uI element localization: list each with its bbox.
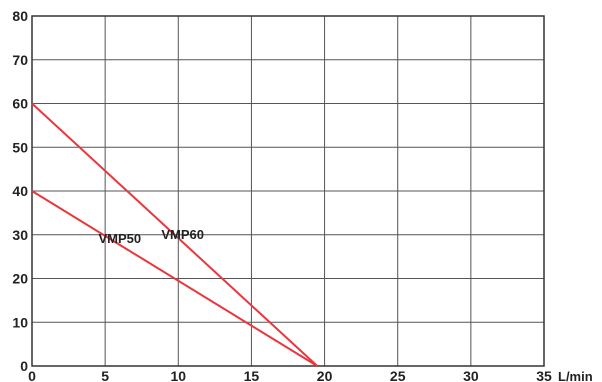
y-axis-ticks: 0 10 20 30 40 50 60 70 80 (12, 8, 28, 374)
chart-grid (31, 15, 545, 367)
y-tick-label: 80 (12, 8, 28, 24)
series-labels: VMP50 VMP60 (98, 227, 204, 246)
y-tick-label: 40 (12, 183, 28, 199)
y-tick-label: 50 (12, 139, 28, 155)
series-line-vmp60 (31, 102, 318, 367)
x-tick-label: 15 (244, 368, 260, 382)
y-tick-label: 0 (20, 358, 28, 374)
x-tick-label: 5 (101, 368, 109, 382)
series-label-vmp50: VMP50 (98, 231, 141, 246)
x-axis-unit-label: L/min (558, 369, 593, 382)
chart-series (31, 102, 318, 367)
x-tick-label: 35 (536, 368, 552, 382)
x-tick-label: 25 (390, 368, 406, 382)
x-axis-ticks: 0 5 10 15 20 25 30 35 (28, 368, 552, 382)
series-line-vmp50 (31, 190, 318, 367)
y-tick-label: 20 (12, 271, 28, 287)
series-label-vmp60: VMP60 (161, 227, 204, 242)
x-tick-label: 0 (28, 368, 36, 382)
x-tick-label: 30 (463, 368, 479, 382)
y-tick-label: 10 (12, 314, 28, 330)
x-tick-label: 10 (170, 368, 186, 382)
y-tick-label: 60 (12, 96, 28, 112)
y-tick-label: 70 (12, 52, 28, 68)
y-tick-label: 30 (12, 227, 28, 243)
x-tick-label: 20 (317, 368, 333, 382)
